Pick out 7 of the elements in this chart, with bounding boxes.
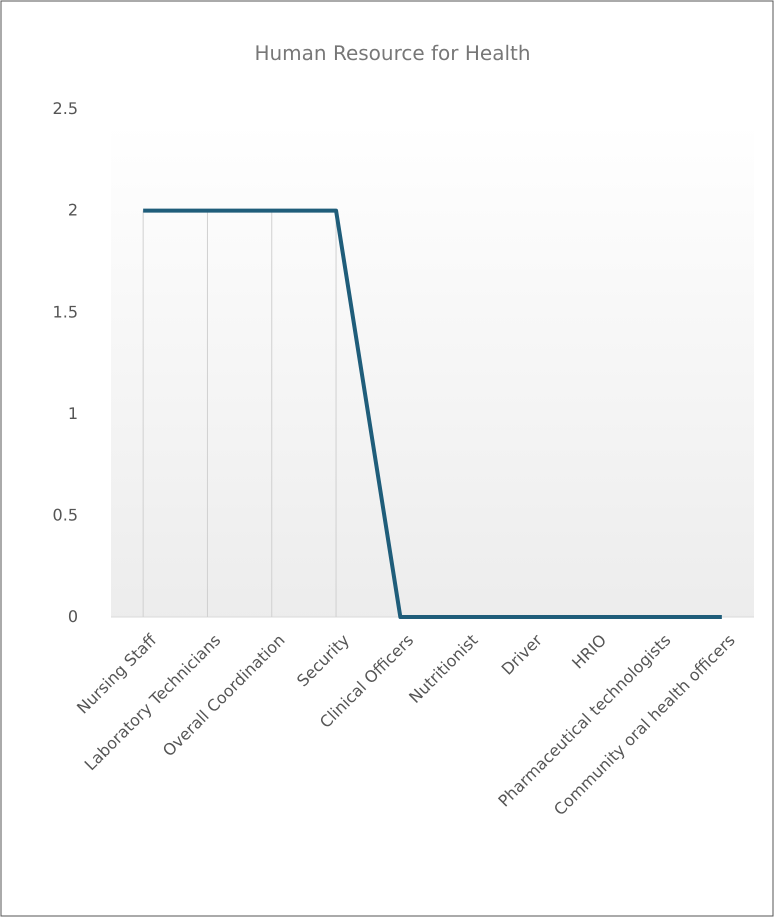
chart-title: Human Resource for Health [254, 41, 531, 65]
y-tick-label: 1 [68, 404, 78, 423]
y-tick-label: 1.5 [52, 302, 78, 322]
y-tick-label: 0.5 [52, 506, 78, 525]
y-tick-label: 2.5 [52, 99, 78, 118]
y-tick-label: 2 [68, 200, 78, 220]
y-tick-label: 0 [68, 607, 78, 626]
